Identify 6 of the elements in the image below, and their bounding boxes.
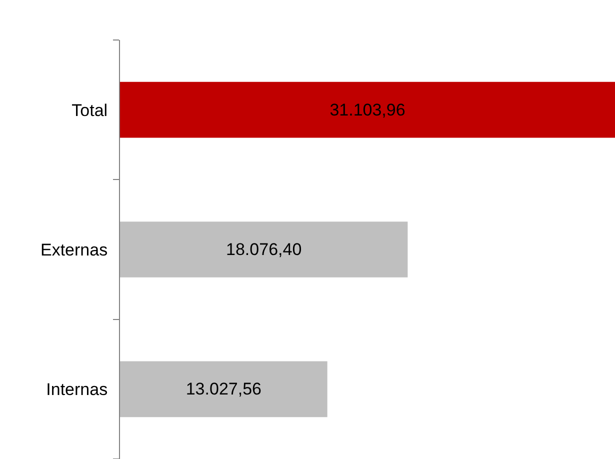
data-label: 31.103,96 bbox=[330, 100, 406, 120]
data-label: 13.027,56 bbox=[186, 380, 262, 399]
y-tick-label: Externas bbox=[40, 240, 108, 260]
y-tick-label: Total bbox=[72, 100, 108, 120]
y-tick-label: Internas bbox=[46, 380, 108, 400]
data-label: 18.076,40 bbox=[226, 240, 302, 259]
